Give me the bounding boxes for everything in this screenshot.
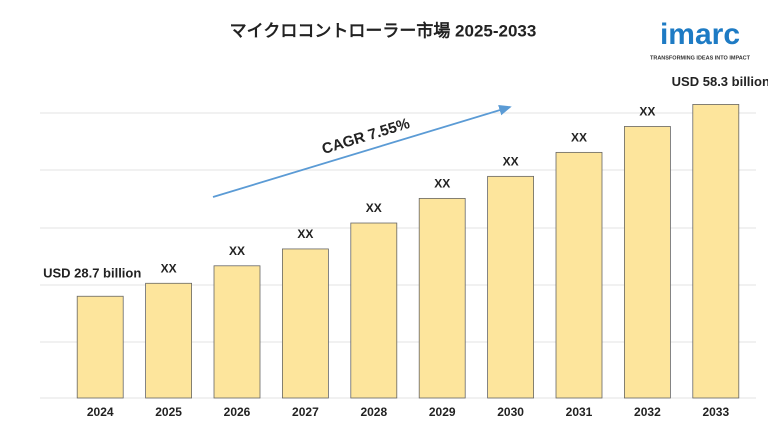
bar [350,222,398,399]
x-tick-label: 2027 [292,405,319,419]
bar [418,197,466,399]
value-label: XX [434,177,450,191]
bar [692,104,740,399]
bar [624,126,671,399]
x-tick-label: 2031 [566,405,593,419]
x-tick-label: 2032 [634,405,661,419]
x-tick-label: 2028 [360,405,387,419]
bar [281,248,329,399]
x-tick-label: 2026 [224,405,251,419]
logo-tagline: TRANSFORMING IDEAS INTO IMPACT [650,55,751,61]
x-tick-label: 2030 [497,405,524,419]
x-tick-label: 2033 [702,405,729,419]
logo: imarc TRANSFORMING IDEAS INTO IMPACT [650,18,751,62]
value-label: XX [503,155,519,169]
bar [76,295,124,399]
value-label: XX [161,261,177,275]
bar [145,282,193,399]
bar [487,175,535,399]
value-label: XX [639,105,655,119]
x-tick-label: 2029 [429,405,456,419]
value-label: XX [366,201,382,215]
cagr-arrow [212,104,512,198]
x-tick-label: 2024 [87,405,114,419]
value-label: USD 28.7 billion [43,266,141,281]
chart-title: マイクロコントローラー市場 2025-2033 [230,20,537,40]
bar [213,265,261,399]
bar [555,151,603,399]
value-label: USD 58.3 billion [672,74,768,89]
logo-name: imarc [660,18,740,51]
value-label: XX [229,244,245,258]
x-tick-label: 2025 [155,405,182,419]
value-label: XX [571,131,587,145]
value-label: XX [297,227,313,241]
